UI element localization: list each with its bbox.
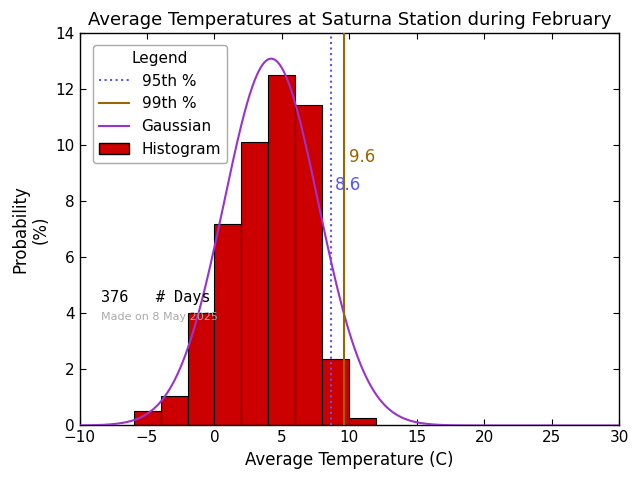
Bar <box>188 313 214 425</box>
Bar <box>323 359 349 425</box>
Text: 376   # Days: 376 # Days <box>101 290 211 305</box>
Bar <box>134 410 161 425</box>
Legend: 95th %, 99th %, Gaussian, Histogram: 95th %, 99th %, Gaussian, Histogram <box>93 45 227 163</box>
Bar <box>214 225 241 425</box>
Y-axis label: Probability
(%): Probability (%) <box>11 186 50 274</box>
Bar <box>349 418 376 425</box>
Text: Made on 8 May 2025: Made on 8 May 2025 <box>101 312 218 322</box>
Text: 9.6: 9.6 <box>349 148 375 166</box>
Title: Average Temperatures at Saturna Station during February: Average Temperatures at Saturna Station … <box>88 11 611 29</box>
Bar <box>268 75 296 425</box>
Bar <box>161 396 188 425</box>
Bar <box>241 143 268 425</box>
X-axis label: Average Temperature (C): Average Temperature (C) <box>245 451 454 469</box>
Text: 8.6: 8.6 <box>335 176 362 193</box>
Bar <box>296 105 323 425</box>
